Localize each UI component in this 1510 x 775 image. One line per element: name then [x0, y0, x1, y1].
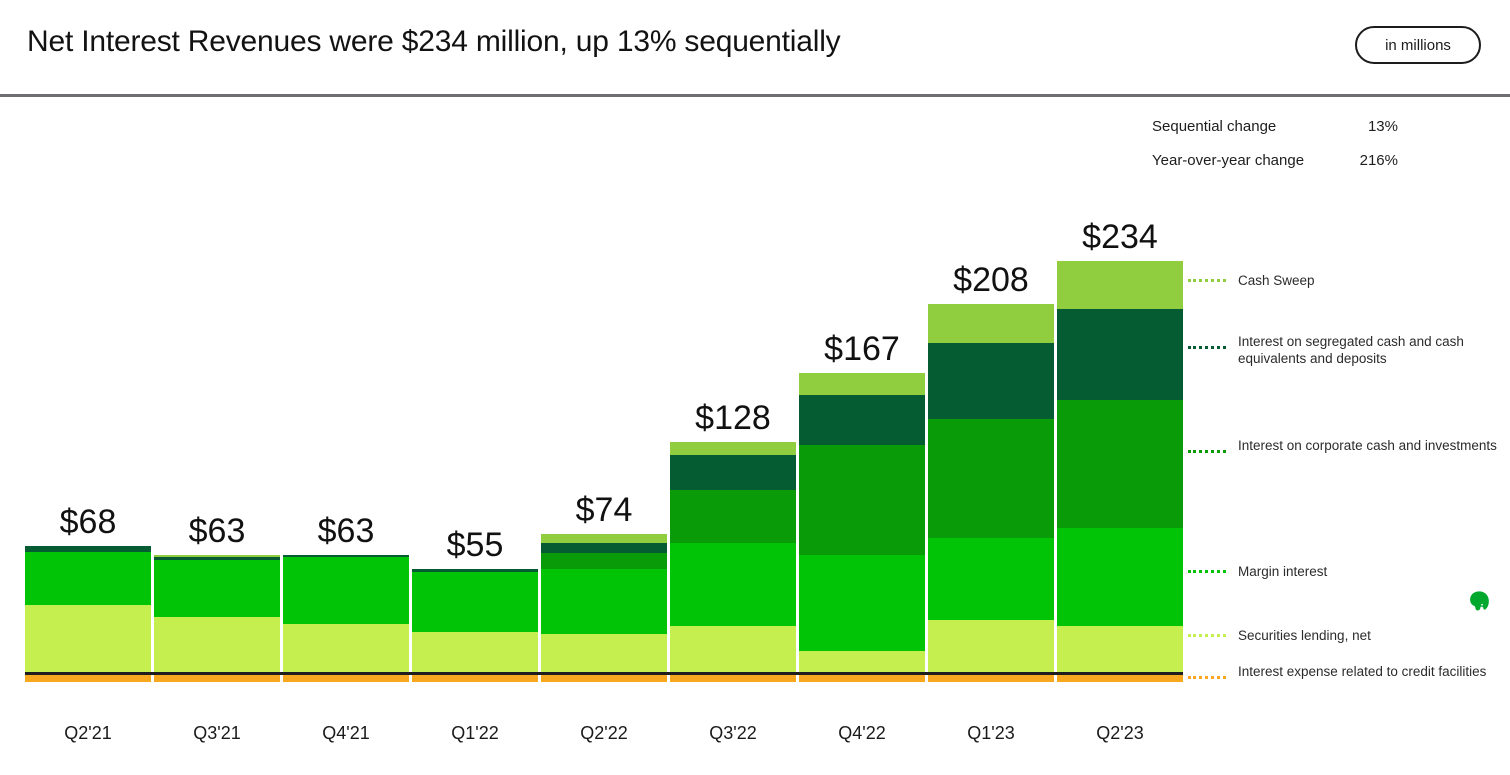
bar-segment [670, 441, 796, 456]
yoy-change-label: Year-over-year change [1152, 152, 1305, 169]
bar-segment [928, 537, 1054, 621]
bar-segment [799, 555, 925, 652]
legend-item: Securities lending, net [1188, 628, 1371, 645]
bar-segment [799, 444, 925, 556]
bar-segment-negative [412, 672, 538, 683]
legend-item: Cash Sweep [1188, 273, 1315, 290]
bar-segment [25, 604, 151, 672]
sequential-change-row: Sequential change 13% [1152, 118, 1398, 135]
bar-segment [412, 568, 538, 573]
legend-item: Interest expense related to credit facil… [1188, 664, 1486, 681]
legend-item: Interest on segregated cash and cash equ… [1188, 334, 1500, 367]
x-axis-label: Q4'21 [322, 723, 370, 743]
bar-segment [154, 556, 280, 561]
bar-segment [154, 555, 280, 557]
bar-segment [670, 625, 796, 672]
bar-value-label: $63 [188, 512, 246, 551]
header-divider [0, 94, 1510, 97]
legend-label: Interest on corporate cash and investmen… [1238, 438, 1497, 453]
bar-segment [154, 616, 280, 672]
bar-segment-negative [670, 672, 796, 683]
bar-segment [25, 551, 151, 605]
bar-segment [1057, 400, 1183, 528]
bar-segment [1057, 527, 1183, 626]
sequential-change-value: 13% [1367, 118, 1398, 135]
bar-value-label: $128 [695, 398, 771, 437]
bar-segment-negative [799, 672, 925, 683]
legend-label: Interest on segregated cash and cash equ… [1238, 334, 1464, 366]
x-axis-label: Q3'22 [709, 723, 757, 743]
bar-segment-negative [25, 672, 151, 683]
yoy-change-row: Year-over-year change 216% [1152, 152, 1398, 169]
x-axis-label: Q2'23 [1096, 723, 1144, 743]
bar-segment [541, 553, 667, 569]
bar-segment [412, 632, 538, 672]
bar-value-label: $167 [824, 329, 900, 368]
bar-segment [154, 560, 280, 617]
x-axis-label: Q2'21 [64, 723, 112, 743]
bar-segment [283, 623, 409, 672]
bar-segment [283, 556, 409, 624]
bar-segment [670, 543, 796, 626]
legend-item: Margin interest [1188, 564, 1327, 581]
bar-segment [283, 555, 409, 557]
legend-leader-dots [1188, 676, 1226, 679]
bar-segment [541, 634, 667, 672]
change-stats: Sequential change 13% Year-over-year cha… [1152, 118, 1398, 186]
bar-value-label: $63 [317, 512, 375, 551]
legend-label: Securities lending, net [1238, 628, 1371, 643]
x-axis-label: Q1'23 [967, 723, 1015, 743]
bar-value-label: $234 [1082, 217, 1158, 256]
legend-leader-dots [1188, 634, 1226, 637]
bar-segment [799, 372, 925, 396]
bar-segment [928, 303, 1054, 344]
bar-segment [1057, 260, 1183, 310]
bar-segment-negative [154, 672, 280, 683]
bar-value-label: $55 [446, 525, 504, 564]
bar-segment [670, 489, 796, 543]
x-axis-label: Q1'22 [451, 723, 499, 743]
in-millions-badge-label: in millions [1385, 36, 1451, 54]
legend-item: Interest on corporate cash and investmen… [1188, 438, 1497, 455]
bar-value-label: $74 [575, 491, 633, 530]
legend-leader-dots [1188, 450, 1226, 453]
x-axis-line [25, 672, 1183, 675]
bar-segment-negative [1057, 672, 1183, 683]
bar-segment-negative [283, 672, 409, 683]
in-millions-badge: in millions [1355, 26, 1481, 64]
x-axis-label: Q2'22 [580, 723, 628, 743]
legend-label: Interest expense related to credit facil… [1238, 664, 1487, 679]
bar-segment [928, 343, 1054, 420]
x-axis-label: Q4'22 [838, 723, 886, 743]
bar-segment [541, 543, 667, 554]
bar-segment [1057, 309, 1183, 401]
bar-segment [412, 572, 538, 633]
bar-segment [799, 651, 925, 672]
sequential-change-label: Sequential change [1152, 118, 1277, 135]
bar-segment [670, 455, 796, 490]
bar-segment-negative [541, 672, 667, 683]
bar-segment [1057, 625, 1183, 672]
bar-segment [541, 534, 667, 543]
legend-label: Cash Sweep [1238, 273, 1315, 288]
evernote-logo-icon [1470, 591, 1489, 611]
bar-value-label: $68 [59, 503, 117, 542]
bar-segment [25, 546, 151, 552]
bar-segment [928, 419, 1054, 538]
x-axis-label: Q3'21 [193, 723, 241, 743]
legend-label: Margin interest [1238, 564, 1328, 579]
yoy-change-value: 216% [1359, 152, 1398, 169]
legend-leader-dots [1188, 279, 1226, 282]
bar-segment [928, 620, 1054, 672]
legend-leader-dots [1188, 570, 1226, 573]
page-title: Net Interest Revenues were $234 million,… [27, 25, 841, 58]
bar-segment [799, 395, 925, 445]
legend-leader-dots [1188, 346, 1226, 349]
bar-segment [541, 568, 667, 635]
bar-segment-negative [928, 672, 1054, 683]
bar-value-label: $208 [953, 260, 1029, 299]
